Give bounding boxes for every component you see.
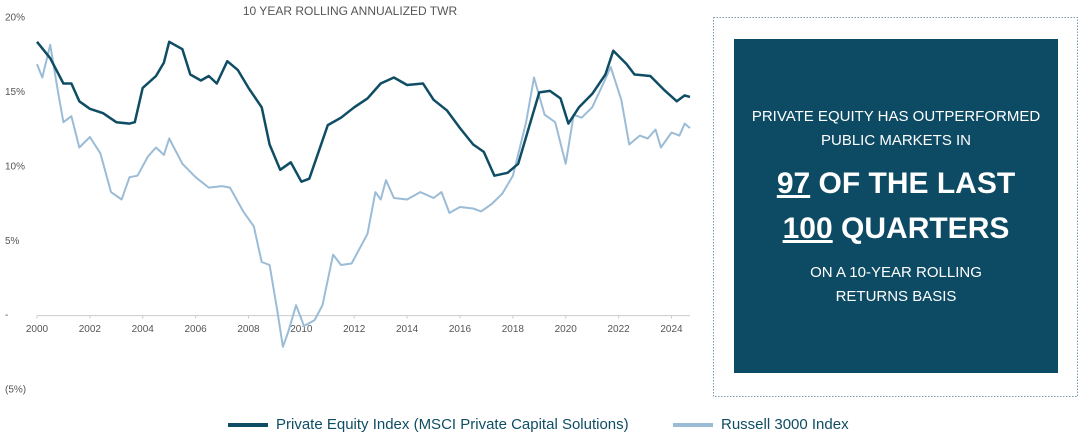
x-tick-label: 2020	[555, 324, 578, 335]
x-tick-label: 2022	[607, 324, 630, 335]
x-tick-label: 2004	[132, 324, 155, 335]
x-tick-label: 2018	[502, 324, 525, 335]
x-tick-label: 2010	[290, 324, 313, 335]
y-tick-label: 20%	[5, 13, 25, 24]
y-tick-label: 5%	[5, 236, 20, 247]
y-tick-label: (5%)	[5, 385, 26, 396]
line-series	[36, 43, 691, 348]
y-tick-label: -	[5, 310, 8, 321]
legend-label: Russell 3000 Index	[721, 416, 849, 433]
callout-line: PUBLIC MARKETS IN	[821, 132, 971, 149]
x-tick-label: 2024	[660, 324, 683, 335]
x-tick-label: 2008	[237, 324, 260, 335]
callout-line: ON A 10-YEAR ROLLING	[810, 264, 982, 281]
callout-box	[734, 39, 1058, 373]
callout-frame	[713, 17, 1078, 397]
highlight-number: 97	[777, 167, 810, 200]
callout-line: PRIVATE EQUITY HAS OUTPERFORMED	[752, 108, 1041, 125]
callout-highlight: 100 QUARTERS	[783, 212, 1010, 245]
highlight-text: QUARTERS	[841, 212, 1009, 245]
x-tick-label: 2002	[79, 324, 102, 335]
x-tick-label: 2000	[26, 324, 49, 335]
callout-line: RETURNS BASIS	[836, 288, 957, 305]
x-tick-label: 2006	[184, 324, 207, 335]
x-tick-label: 2016	[449, 324, 472, 335]
highlight-text: OF THE LAST	[819, 167, 1016, 200]
highlight-number: 100	[783, 212, 833, 245]
chart-title: 10 YEAR ROLLING ANNUALIZED TWR	[243, 4, 458, 18]
x-tick-label: 2012	[343, 324, 366, 335]
y-tick-label: 10%	[5, 161, 25, 172]
line-series	[36, 40, 691, 183]
legend-label: Private Equity Index (MSCI Private Capit…	[276, 416, 629, 433]
callout-highlight: 97 OF THE LAST	[777, 167, 1015, 200]
x-tick-label: 2014	[396, 324, 419, 335]
y-tick-label: 15%	[5, 87, 25, 98]
